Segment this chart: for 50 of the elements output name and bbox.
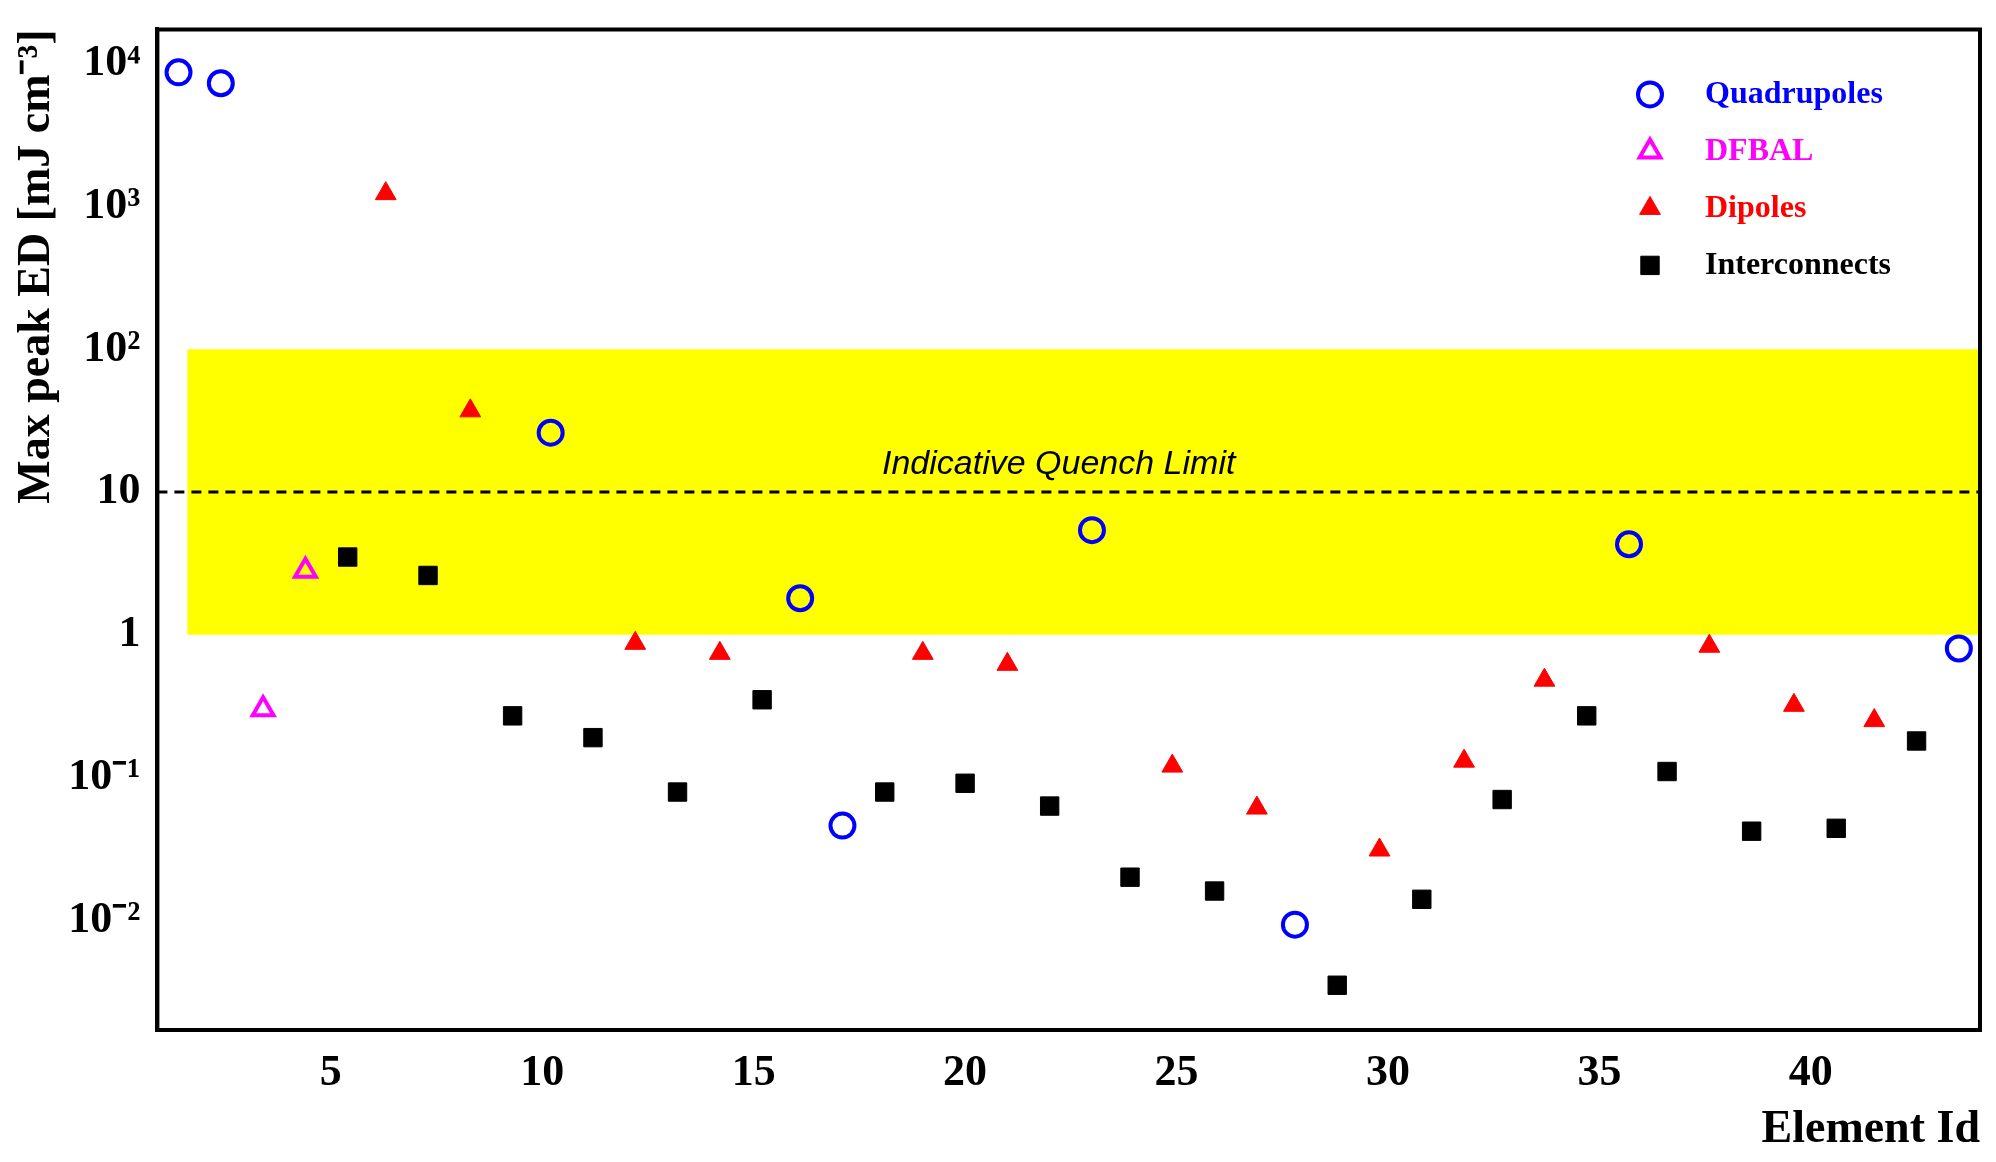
point xyxy=(1204,881,1225,901)
point xyxy=(418,565,438,586)
point xyxy=(583,727,603,748)
ref-line-label: Indicative Quench Limit xyxy=(881,443,1237,482)
y-tick-label: 10³ xyxy=(83,178,141,228)
point xyxy=(206,69,235,98)
point xyxy=(875,782,895,802)
y-tick-label: 1 xyxy=(118,607,141,657)
point xyxy=(1657,761,1677,782)
point xyxy=(786,584,815,613)
legend-label: Quadrupoles xyxy=(1705,73,1883,110)
y-tick-label: 10⁻² xyxy=(68,892,141,942)
y-axis-title: Max peak ED [mJ cm⁻³] xyxy=(8,29,60,504)
legend-label: DFBAL xyxy=(1705,130,1814,167)
point xyxy=(1280,910,1309,939)
point xyxy=(955,773,975,793)
point xyxy=(1120,867,1140,887)
x-tick-label: 20 xyxy=(943,1045,988,1095)
x-tick-label: 5 xyxy=(319,1045,342,1095)
point xyxy=(828,811,857,840)
x-tick-label: 30 xyxy=(1365,1045,1410,1095)
point xyxy=(1741,821,1762,841)
point xyxy=(1039,796,1060,816)
point xyxy=(1412,889,1432,909)
point xyxy=(667,782,688,802)
point xyxy=(1492,789,1512,810)
y-tick-label: 10² xyxy=(83,321,141,371)
point xyxy=(1077,516,1106,545)
point xyxy=(502,706,523,726)
x-tick-label: 40 xyxy=(1788,1045,1833,1095)
point xyxy=(1577,706,1597,726)
x-tick-label: 10 xyxy=(520,1045,565,1095)
point xyxy=(1906,731,1927,751)
point xyxy=(1944,634,1973,663)
x-tick-label: 15 xyxy=(731,1045,776,1095)
y-tick-label: 10⁻¹ xyxy=(68,749,141,799)
point xyxy=(338,547,358,567)
point xyxy=(752,690,772,710)
point xyxy=(536,418,565,447)
y-tick-label: 10⁴ xyxy=(83,36,141,86)
point xyxy=(1826,818,1846,839)
point xyxy=(1327,975,1347,995)
y-tick-label: 10 xyxy=(96,464,141,514)
legend-label: Interconnects xyxy=(1705,244,1892,281)
x-tick-label: 25 xyxy=(1154,1045,1199,1095)
point xyxy=(164,58,193,87)
point xyxy=(1615,530,1644,559)
x-axis-title: Element Id xyxy=(1761,1101,1981,1153)
x-tick-label: 35 xyxy=(1577,1045,1622,1095)
legend-label: Dipoles xyxy=(1705,187,1807,224)
